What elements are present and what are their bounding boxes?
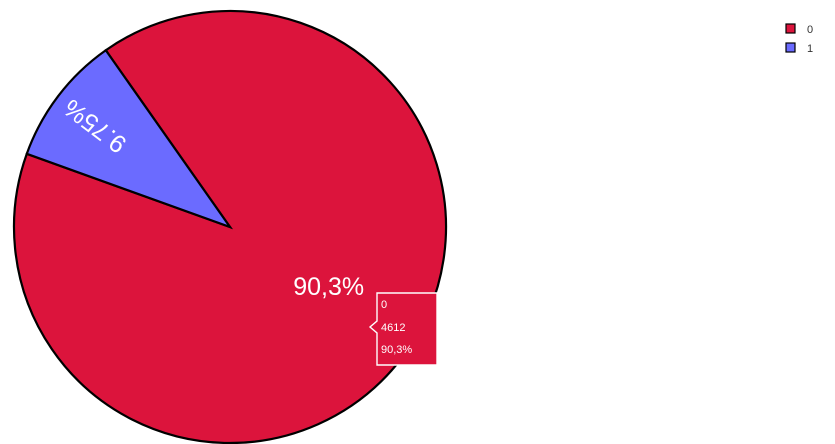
legend-label-0: 0: [807, 24, 813, 36]
pie-slices: [12, 9, 448, 444]
tooltip-percent: 90,3%: [381, 344, 412, 356]
legend-entry-0[interactable]: 0: [785, 23, 813, 36]
slice-tooltip: 0 4612 90,3%: [368, 292, 438, 366]
slice-label-0: 90,3%: [293, 273, 364, 301]
legend-swatch-0: [785, 23, 796, 34]
tooltip-category: 0: [381, 299, 387, 311]
legend-label-1: 1: [807, 43, 813, 55]
legend: 0 1: [785, 23, 813, 55]
legend-swatch-1: [785, 42, 796, 53]
tooltip-box: [368, 292, 438, 366]
legend-entry-1[interactable]: 1: [785, 42, 813, 55]
tooltip-count: 4612: [381, 322, 405, 334]
pie-slice-1[interactable]: [25, 48, 233, 230]
